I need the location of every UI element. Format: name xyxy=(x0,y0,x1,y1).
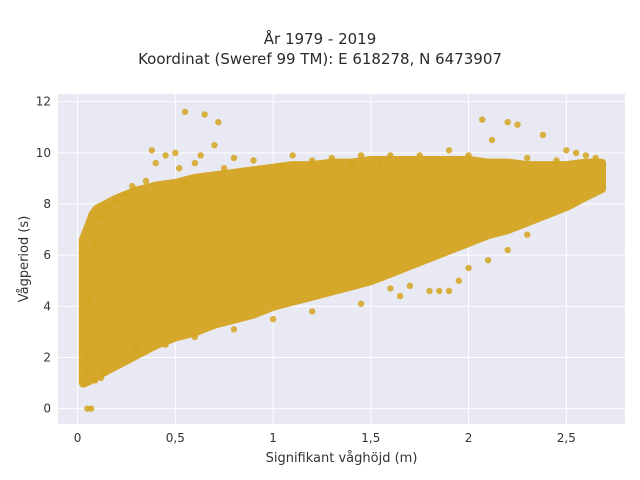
y-tick-label: 8 xyxy=(43,197,51,211)
scatter-point xyxy=(308,308,316,315)
scatter-point xyxy=(93,228,101,236)
scatter-point-cloud xyxy=(78,156,606,388)
scatter-point xyxy=(524,231,531,238)
scatter-point xyxy=(436,287,443,295)
scatter-point xyxy=(84,367,91,374)
scatter-point xyxy=(445,147,453,154)
scatter-point xyxy=(97,374,105,382)
scatter-point xyxy=(162,341,169,348)
scatter-point xyxy=(191,159,199,167)
scatter-point xyxy=(152,159,159,167)
x-tick-label: 1 xyxy=(269,431,277,445)
scatter-point xyxy=(328,154,335,162)
scatter-point xyxy=(539,131,547,139)
scatter-point xyxy=(162,152,169,159)
scatter-point xyxy=(592,154,599,162)
scatter-point xyxy=(91,377,99,384)
y-tick-label: 0 xyxy=(43,402,51,416)
scatter-point xyxy=(133,203,140,210)
chart-title-line-1: År 1979 - 2019 xyxy=(263,30,377,48)
scatter-point xyxy=(250,157,257,164)
scatter-point xyxy=(86,295,93,302)
chart-title-line-2: Koordinat (Sweref 99 TM): E 618278, N 64… xyxy=(138,50,502,68)
scatter-point xyxy=(465,152,472,159)
scatter-point xyxy=(289,152,296,159)
scatter-point xyxy=(406,282,414,290)
scatter-point xyxy=(524,154,531,162)
scatter-point xyxy=(387,285,394,292)
scatter-point xyxy=(172,149,179,157)
x-tick-label: 2 xyxy=(465,431,473,445)
scatter-point xyxy=(387,152,394,159)
scatter-point xyxy=(445,287,453,295)
scatter-point xyxy=(426,287,433,295)
x-tick-label: 0,5 xyxy=(166,431,185,445)
scatter-point xyxy=(357,152,365,159)
scatter-point xyxy=(191,333,199,341)
scatter-point xyxy=(101,369,109,377)
scatter-point xyxy=(197,152,204,159)
scatter-point xyxy=(269,315,277,323)
scatter-point xyxy=(357,300,365,307)
y-tick-label: 12 xyxy=(36,95,51,109)
scatter-point xyxy=(504,246,511,254)
scatter-point xyxy=(514,121,521,128)
scatter-point xyxy=(533,213,541,220)
scatter-point xyxy=(504,118,511,126)
x-tick-label: 0 xyxy=(74,431,82,445)
scatter-point xyxy=(553,157,560,164)
scatter-point xyxy=(377,159,384,167)
scatter-point xyxy=(230,154,238,162)
scatter-point xyxy=(582,152,590,159)
scatter-point xyxy=(201,111,208,118)
scatter-point xyxy=(484,257,492,264)
scatter-point xyxy=(479,116,486,123)
scatter-point xyxy=(572,195,580,203)
scatter-point xyxy=(488,136,496,144)
x-axis-title: Signifikant våghöjd (m) xyxy=(266,451,418,466)
scatter-point xyxy=(148,147,156,154)
scatter-point xyxy=(113,198,120,205)
scatter-point xyxy=(279,162,287,169)
x-tick-label: 2,5 xyxy=(557,431,576,445)
scatter-point xyxy=(129,182,136,190)
scatter-point xyxy=(220,164,228,172)
scatter-point xyxy=(211,141,218,149)
x-tick-label: 1,5 xyxy=(361,431,380,445)
y-axis-title: Vågperiod (s) xyxy=(17,216,32,303)
scatter-point xyxy=(348,159,355,167)
scatter-point xyxy=(572,149,580,157)
scatter-point xyxy=(230,326,238,333)
scatter-point xyxy=(455,277,463,284)
scatter-point xyxy=(123,190,130,197)
scatter-point xyxy=(308,157,316,164)
scatter-point xyxy=(88,405,95,412)
scatter-point xyxy=(176,164,183,172)
scatter-point xyxy=(396,292,404,300)
scatter-point xyxy=(215,118,222,126)
y-tick-label: 6 xyxy=(43,248,51,262)
scatter-point xyxy=(181,180,189,187)
scatter-point xyxy=(563,147,570,154)
y-tick-label: 10 xyxy=(36,146,51,160)
scatter-point xyxy=(103,203,111,210)
scatter-point xyxy=(133,346,140,354)
scatter-point xyxy=(82,354,89,361)
scatter-point xyxy=(416,152,423,159)
y-tick-label: 2 xyxy=(43,350,51,364)
scatter-point xyxy=(181,108,189,116)
scatter-point xyxy=(465,264,472,272)
y-tick-label: 4 xyxy=(43,299,51,313)
scatter-point xyxy=(97,213,105,220)
scatter-point xyxy=(91,241,99,249)
scatter-point xyxy=(142,177,150,185)
